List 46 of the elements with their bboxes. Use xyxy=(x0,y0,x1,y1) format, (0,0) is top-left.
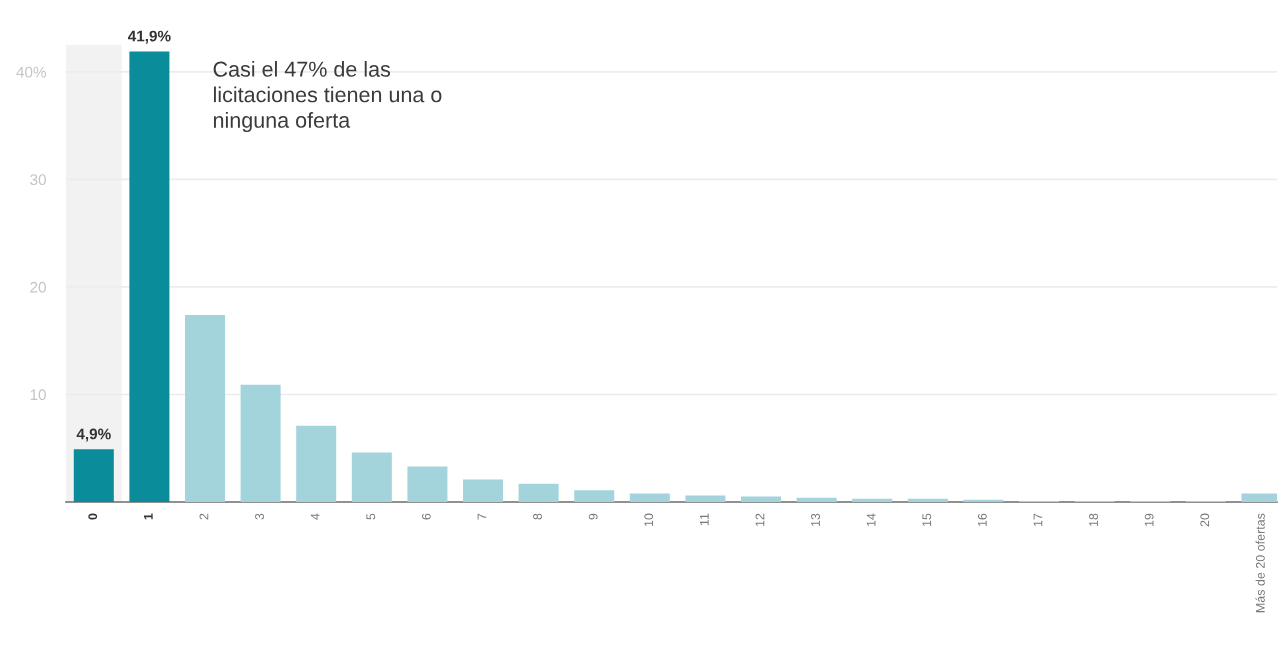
x-tick-label: 11 xyxy=(700,513,709,526)
x-tick-label: 16 xyxy=(977,513,987,527)
x-tick-label: 9 xyxy=(588,513,598,520)
bar xyxy=(184,314,226,502)
x-tick-label: 4 xyxy=(310,513,320,520)
bar xyxy=(351,452,392,502)
bar xyxy=(73,449,114,502)
x-tick-label: 7 xyxy=(477,513,487,520)
x-tick-label: 15 xyxy=(922,513,932,527)
x-tick-label: 14 xyxy=(866,513,876,527)
y-tick-label: 40% xyxy=(16,66,47,78)
bar xyxy=(685,495,726,502)
bar xyxy=(462,479,504,502)
y-tick-label: 20 xyxy=(30,281,46,293)
bar xyxy=(963,499,1004,502)
annotation: Casi el 47% de las licitaciones tienen una o ninguna oferta xyxy=(213,61,442,133)
x-tick-label: 6 xyxy=(421,513,431,520)
y-tick-label: 10 xyxy=(30,389,46,401)
bar xyxy=(629,493,670,502)
bar xyxy=(907,498,948,502)
bar xyxy=(240,384,281,502)
x-tick-label: 8 xyxy=(533,513,542,520)
data-label: 41,9% xyxy=(127,30,171,44)
bar xyxy=(852,498,893,502)
bar xyxy=(407,466,448,502)
x-tick-label: 10 xyxy=(644,513,654,527)
x-tick-label: 2 xyxy=(199,513,209,520)
x-tick-label: Más de 20 ofertas xyxy=(1255,513,1265,613)
bar xyxy=(796,497,837,502)
x-tick-label: 12 xyxy=(755,513,765,527)
bar xyxy=(574,490,615,502)
x-tick-label: 1 xyxy=(144,513,153,520)
bar xyxy=(129,51,170,502)
x-tick-label: 20 xyxy=(1200,513,1210,527)
x-tick-label: 13 xyxy=(811,513,820,527)
bar xyxy=(741,496,782,502)
data-label: 4,9% xyxy=(76,428,111,442)
x-tick-label: 0 xyxy=(88,513,98,520)
x-tick-label: 18 xyxy=(1089,513,1098,527)
bar xyxy=(296,425,337,502)
x-tick-label: 19 xyxy=(1144,513,1154,527)
x-tick-label: 5 xyxy=(366,513,376,520)
x-tick-label: 17 xyxy=(1033,513,1043,527)
bar xyxy=(518,483,559,502)
y-tick-label: 30 xyxy=(30,174,46,186)
x-tick-label: 3 xyxy=(255,513,264,520)
